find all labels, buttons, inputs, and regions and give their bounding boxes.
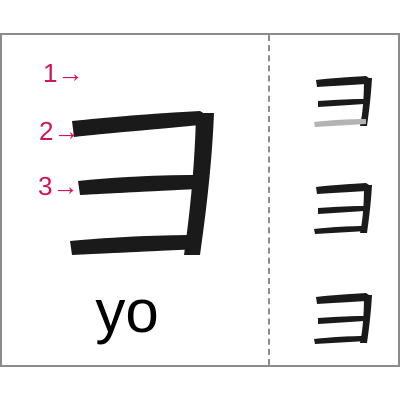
stroke-order-card: 1→ 2→ 3→ yo: [0, 33, 400, 367]
stroke-order-step-2: [314, 183, 372, 234]
stroke-label-2: 2→: [39, 116, 80, 146]
dashed-divider: [268, 35, 270, 365]
romaji-label: yo: [95, 278, 159, 345]
main-character-glyph: [70, 111, 214, 255]
stroke-order-step-3: [314, 293, 372, 344]
stroke-label-1: 1→: [43, 58, 84, 88]
stroke-label-3: 3→: [38, 171, 79, 201]
stroke-order-step-1: [314, 76, 372, 127]
